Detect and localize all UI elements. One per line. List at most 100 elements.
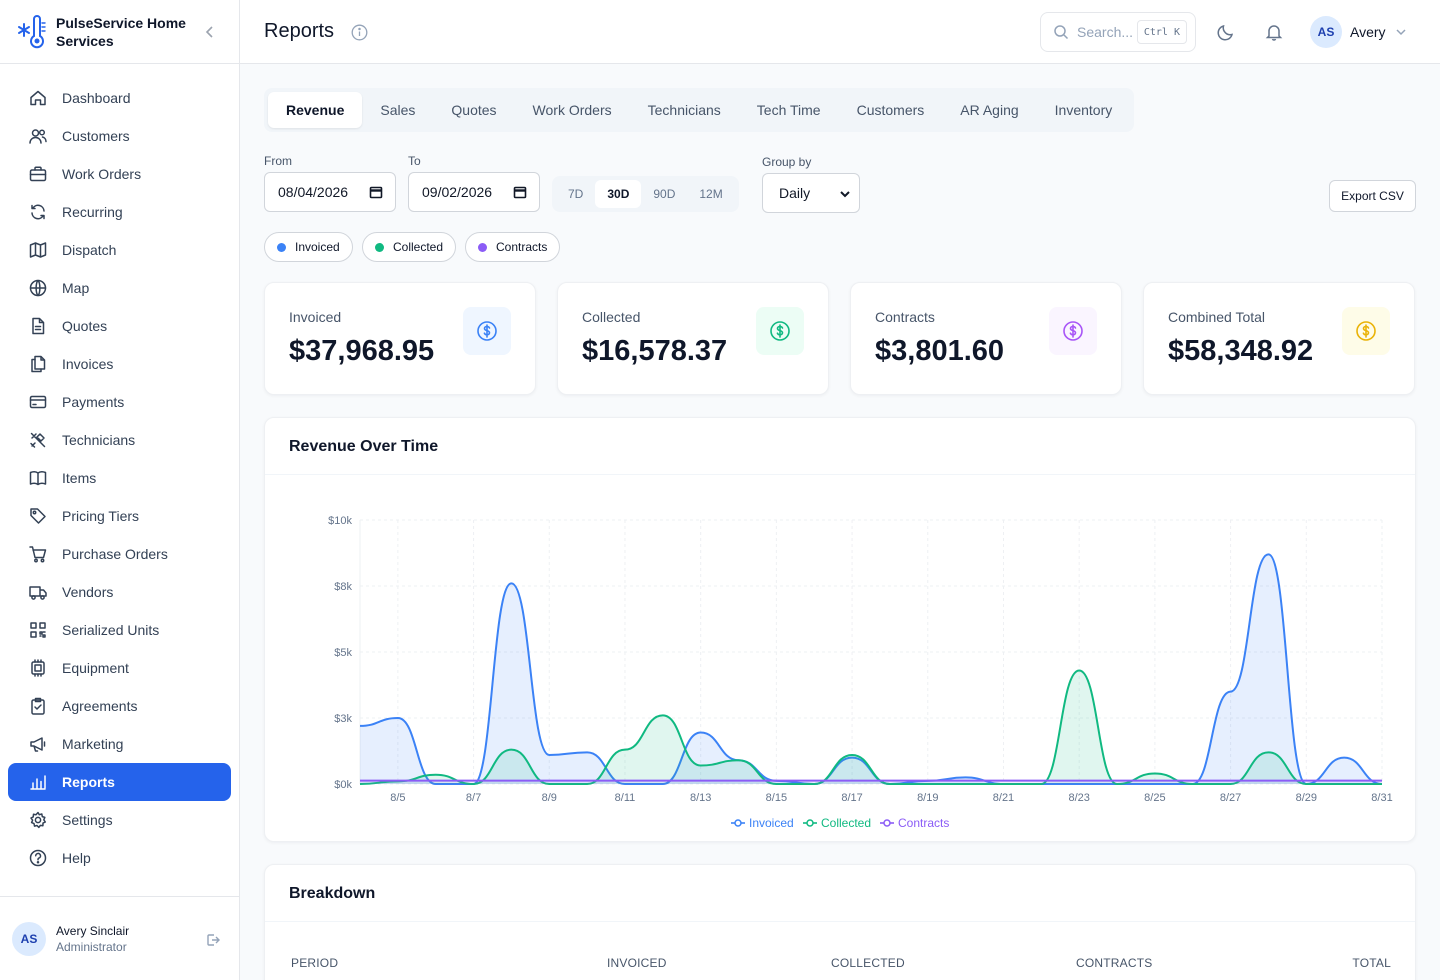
brand-name: PulseService Home Services bbox=[56, 14, 186, 49]
sidebar-item-settings[interactable]: Settings bbox=[8, 801, 231, 839]
card-label: Combined Total bbox=[1168, 309, 1266, 325]
tab-sales[interactable]: Sales bbox=[380, 102, 416, 118]
x-tick-label: 8/29 bbox=[1296, 792, 1317, 804]
sidebar-item-dispatch[interactable]: Dispatch bbox=[8, 231, 231, 269]
column-header-total[interactable]: TOTAL bbox=[1352, 956, 1391, 970]
sidebar-item-label: Vendors bbox=[62, 584, 114, 600]
tab-quotes[interactable]: Quotes bbox=[451, 102, 497, 118]
sidebar-item-label: Work Orders bbox=[62, 166, 142, 182]
bell-icon[interactable] bbox=[1264, 22, 1284, 42]
to-label: To bbox=[408, 154, 421, 168]
sidebar-item-serialized-units[interactable]: Serialized Units bbox=[8, 611, 231, 649]
sidebar-item-invoices[interactable]: Invoices bbox=[8, 345, 231, 383]
breakdown-title: Breakdown bbox=[289, 885, 376, 902]
invoiced-area bbox=[360, 554, 1382, 784]
group-by-select[interactable]: Daily bbox=[762, 173, 860, 213]
from-date-input[interactable]: 08/04/2026 bbox=[264, 172, 396, 212]
summary-card-collected: Collected $16,578.37 bbox=[557, 282, 829, 395]
search-icon bbox=[1054, 25, 1069, 40]
card-value: $37,968.95 bbox=[289, 335, 435, 367]
sidebar-user[interactable]: AS Avery Sinclair Administrator bbox=[0, 896, 239, 980]
sidebar-item-map[interactable]: Map bbox=[8, 269, 231, 307]
tab-work-orders[interactable]: Work Orders bbox=[532, 102, 612, 118]
book-icon bbox=[29, 471, 47, 486]
sidebar-item-quotes[interactable]: Quotes bbox=[8, 307, 231, 345]
toggle-label: Invoiced bbox=[295, 240, 340, 254]
y-tick-label: $8k bbox=[334, 581, 352, 593]
group-by-label: Group by bbox=[762, 155, 812, 169]
sidebar-item-equipment[interactable]: Equipment bbox=[8, 649, 231, 687]
x-tick-label: 8/25 bbox=[1144, 792, 1165, 804]
tab-ar-aging[interactable]: AR Aging bbox=[960, 102, 1019, 118]
divider bbox=[265, 474, 1415, 475]
sidebar-item-label: Purchase Orders bbox=[62, 546, 168, 562]
column-header-period[interactable]: PERIOD bbox=[291, 956, 339, 970]
y-tick-label: $5k bbox=[334, 647, 352, 659]
to-date-value: 09/02/2026 bbox=[422, 184, 493, 200]
map-fold-icon bbox=[29, 242, 47, 258]
tab-tech-time[interactable]: Tech Time bbox=[756, 102, 821, 118]
card-label: Invoiced bbox=[289, 309, 342, 325]
sidebar-item-reports[interactable]: Reports bbox=[8, 763, 231, 801]
x-tick-label: 8/21 bbox=[993, 792, 1014, 804]
card-value: $58,348.92 bbox=[1168, 335, 1314, 367]
card-label: Collected bbox=[582, 309, 641, 325]
brand[interactable]: PulseService Home Services bbox=[0, 0, 239, 64]
card-icon-badge bbox=[1049, 307, 1097, 355]
sidebar-item-help[interactable]: Help bbox=[8, 839, 231, 877]
calendar-icon[interactable] bbox=[369, 185, 383, 199]
sidebar-item-technicians[interactable]: Technicians bbox=[8, 421, 231, 459]
export-csv-button[interactable]: Export CSV bbox=[1329, 180, 1416, 212]
sidebar-item-vendors[interactable]: Vendors bbox=[8, 573, 231, 611]
collected-legend-marker bbox=[806, 819, 814, 827]
column-header-invoiced[interactable]: INVOICED bbox=[607, 956, 667, 970]
toggle-contracts[interactable]: Contracts bbox=[465, 232, 561, 262]
toggle-invoiced[interactable]: Invoiced bbox=[264, 232, 353, 262]
sidebar-item-payments[interactable]: Payments bbox=[8, 383, 231, 421]
sidebar-item-work-orders[interactable]: Work Orders bbox=[8, 155, 231, 193]
toggle-collected[interactable]: Collected bbox=[362, 232, 457, 262]
logout-icon[interactable] bbox=[205, 932, 221, 948]
chart-title: Revenue Over Time bbox=[289, 438, 439, 455]
to-date-input[interactable]: 09/02/2026 bbox=[408, 172, 540, 212]
user-menu[interactable]: AS Avery bbox=[1310, 16, 1408, 48]
calendar-icon[interactable] bbox=[513, 185, 527, 199]
sidebar-item-dashboard[interactable]: Dashboard bbox=[8, 79, 231, 117]
sidebar-item-label: Recurring bbox=[62, 204, 123, 220]
sidebar-item-marketing[interactable]: Marketing bbox=[8, 725, 231, 763]
qr-icon bbox=[30, 622, 46, 638]
column-header-contracts[interactable]: CONTRACTS bbox=[1076, 956, 1153, 970]
divider bbox=[265, 921, 1415, 922]
card-value: $16,578.37 bbox=[582, 335, 728, 367]
sidebar-item-pricing-tiers[interactable]: Pricing Tiers bbox=[8, 497, 231, 535]
sidebar-item-purchase-orders[interactable]: Purchase Orders bbox=[8, 535, 231, 573]
tab-inventory[interactable]: Inventory bbox=[1054, 102, 1113, 118]
range-7d-button[interactable]: 7D bbox=[568, 187, 584, 201]
search-box[interactable]: Search... Ctrl K bbox=[1040, 12, 1196, 52]
sidebar-item-agreements[interactable]: Agreements bbox=[8, 687, 231, 725]
sidebar-item-label: Reports bbox=[62, 774, 115, 790]
tab-revenue[interactable]: Revenue bbox=[268, 92, 363, 128]
column-header-collected[interactable]: COLLECTED bbox=[831, 956, 905, 970]
user-role: Administrator bbox=[56, 939, 127, 954]
info-icon[interactable] bbox=[351, 24, 368, 41]
moon-icon[interactable] bbox=[1216, 22, 1236, 42]
sidebar-item-items[interactable]: Items bbox=[8, 459, 231, 497]
chevron-down-icon bbox=[840, 191, 850, 198]
range-12m-button[interactable]: 12M bbox=[699, 187, 723, 201]
x-tick-label: 8/31 bbox=[1371, 792, 1392, 804]
chevron-left-icon[interactable] bbox=[203, 24, 217, 40]
revenue-chart: $0k $3k $5k $8k $10k 8/5 8/7 8/9 8/11 8/13 8/15 8/1… bbox=[328, 515, 1393, 830]
tab-technicians[interactable]: Technicians bbox=[647, 102, 721, 118]
sidebar-item-label: Dashboard bbox=[62, 90, 131, 106]
x-tick-label: 8/17 bbox=[841, 792, 862, 804]
dollar-icon bbox=[770, 321, 790, 341]
sidebar-item-recurring[interactable]: Recurring bbox=[8, 193, 231, 231]
tab-customers[interactable]: Customers bbox=[856, 102, 925, 118]
sidebar-item-customers[interactable]: Customers bbox=[8, 117, 231, 155]
summary-card-invoiced: Invoiced $37,968.95 bbox=[264, 282, 536, 395]
range-90d-button[interactable]: 90D bbox=[653, 187, 676, 201]
group-by-value: Daily bbox=[779, 185, 811, 201]
y-tick-label: $3k bbox=[334, 713, 352, 725]
range-30d-button[interactable]: 30D bbox=[595, 180, 642, 208]
